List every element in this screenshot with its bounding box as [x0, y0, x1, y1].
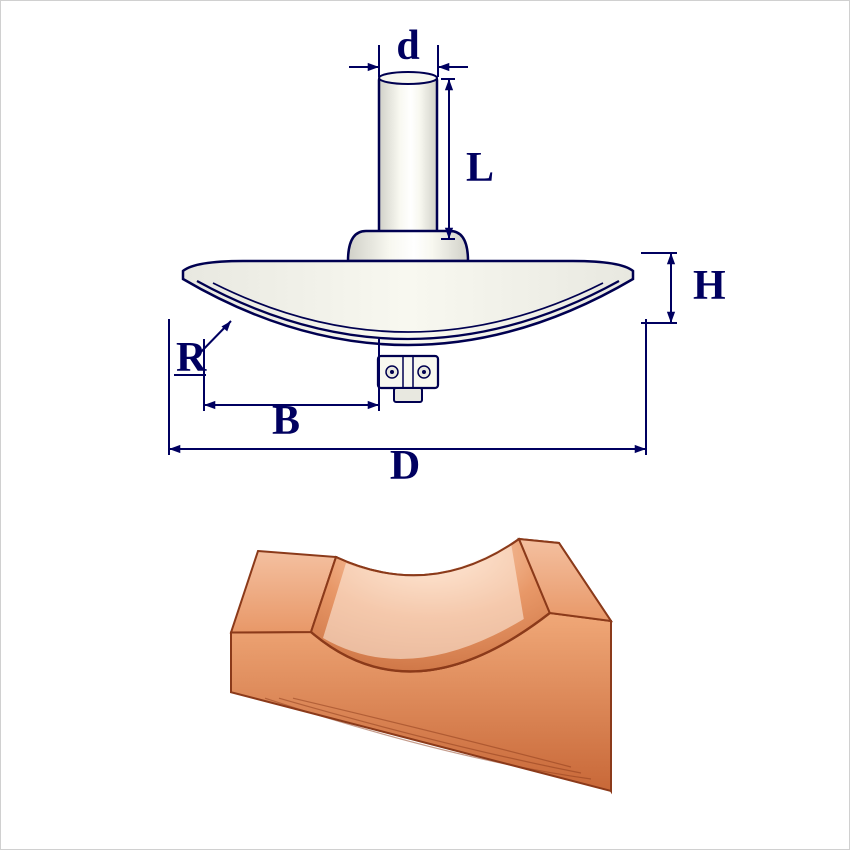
diagram-svg: dLHDBR	[1, 1, 850, 851]
dim-B: B	[272, 398, 300, 444]
shank	[379, 76, 437, 236]
bearing-nut	[394, 388, 422, 402]
dim-L: L	[466, 145, 494, 191]
wood-profile	[231, 539, 611, 791]
diagram-container: dLHDBR	[0, 0, 850, 850]
dim-H: H	[693, 263, 726, 309]
dim-D: D	[390, 443, 420, 489]
dim-d: d	[396, 23, 419, 69]
